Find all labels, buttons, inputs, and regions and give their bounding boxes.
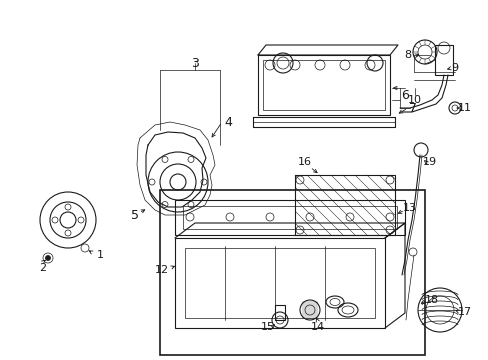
Text: 13: 13 xyxy=(402,203,416,213)
Text: 12: 12 xyxy=(155,265,169,275)
Text: 5: 5 xyxy=(131,208,139,221)
Text: 17: 17 xyxy=(457,307,471,317)
Text: 15: 15 xyxy=(261,322,274,332)
Text: 14: 14 xyxy=(310,322,325,332)
Text: 9: 9 xyxy=(450,63,458,73)
Bar xyxy=(258,55,389,115)
Bar xyxy=(175,238,384,328)
Text: 2: 2 xyxy=(40,263,46,273)
Text: 10: 10 xyxy=(407,95,421,105)
Circle shape xyxy=(45,256,50,261)
Text: 7: 7 xyxy=(408,102,416,114)
Text: 8: 8 xyxy=(404,50,411,60)
Bar xyxy=(263,60,384,110)
Bar xyxy=(160,190,424,355)
Bar xyxy=(434,45,452,75)
Text: 18: 18 xyxy=(424,295,438,305)
Text: 16: 16 xyxy=(297,157,311,167)
Bar xyxy=(294,175,394,235)
Bar xyxy=(183,206,396,229)
Bar xyxy=(175,200,404,235)
Text: 4: 4 xyxy=(224,116,231,129)
Text: 1: 1 xyxy=(96,250,103,260)
Bar xyxy=(184,248,374,318)
Text: 6: 6 xyxy=(400,89,408,102)
Text: 11: 11 xyxy=(457,103,471,113)
Text: 3: 3 xyxy=(191,57,199,69)
Text: 19: 19 xyxy=(422,157,436,167)
Bar xyxy=(274,305,285,320)
